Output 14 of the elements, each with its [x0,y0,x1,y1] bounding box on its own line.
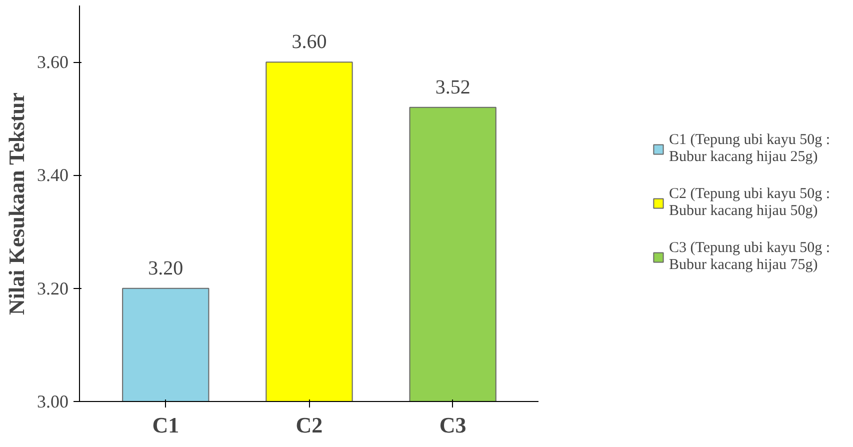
data-label: 3.20 [148,257,184,280]
y-axis-title: Nilai Kesukaan Tekstur [4,92,29,315]
x-tick-label: C1 [152,412,180,438]
y-tick-label: 3.20 [37,278,68,298]
y-tick-label: 3.00 [37,392,68,412]
y-tick-label: 3.40 [37,165,68,186]
y-tick-label: 3.60 [37,52,68,72]
data-label: 3.52 [435,76,470,98]
legend-label: C2 (Tepung ubi kayu 50g : Bubur kacang hijau 50g) [668,186,830,220]
legend-label: C1 (Tepung ubi kayu 50g : Bubur kacang hijau 25g) [668,132,830,166]
legend-label: C3 (Tepung ubi kayu 50g : Bubur kacang hijau 75g) [668,240,830,274]
x-tick-label: C2 [296,412,323,438]
data-label: 3.60 [292,31,327,54]
x-tick-label: C3 [439,412,466,438]
